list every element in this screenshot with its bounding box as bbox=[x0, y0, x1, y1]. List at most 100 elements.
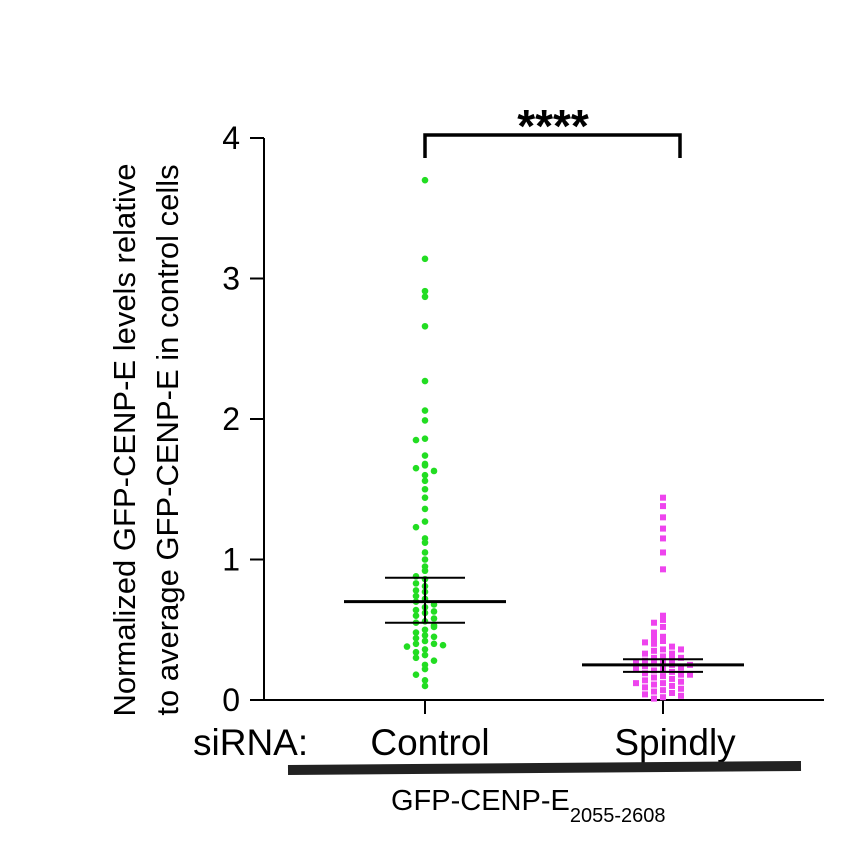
data-point-control bbox=[430, 467, 438, 475]
data-point-spindly bbox=[678, 678, 684, 685]
data-point-control bbox=[421, 682, 429, 690]
data-point-control bbox=[412, 436, 420, 444]
data-point-control bbox=[421, 407, 429, 414]
data-point-spindly bbox=[660, 616, 666, 623]
data-point-spindly bbox=[642, 650, 648, 657]
data-point-spindly bbox=[651, 674, 657, 681]
data-point-spindly bbox=[678, 692, 684, 699]
construct-label-main: GFP-CENP-E bbox=[391, 785, 570, 817]
data-point-spindly bbox=[678, 664, 684, 671]
data-point-spindly bbox=[633, 659, 639, 666]
data-point-control bbox=[421, 477, 429, 485]
data-point-control bbox=[412, 464, 420, 472]
data-point-spindly bbox=[642, 670, 648, 677]
y-tick-label: 4 bbox=[222, 120, 240, 156]
data-point-control bbox=[430, 608, 438, 615]
data-point-control bbox=[412, 523, 420, 531]
data-point-spindly bbox=[678, 654, 684, 661]
data-point-spindly bbox=[660, 680, 666, 687]
data-point-control bbox=[421, 471, 429, 479]
data-point-control bbox=[421, 176, 429, 184]
data-point-spindly bbox=[651, 640, 657, 647]
data-point-control bbox=[421, 452, 429, 459]
summary-lines bbox=[344, 576, 744, 673]
data-point-control bbox=[412, 592, 420, 600]
data-point-spindly bbox=[669, 689, 675, 696]
y-axis-title-line-1: Normalized GFP-CENP-E levels relative bbox=[107, 164, 142, 717]
data-point-control bbox=[412, 580, 420, 587]
significance-bracket bbox=[423, 133, 682, 158]
data-point-control bbox=[421, 435, 429, 442]
data-point-spindly bbox=[651, 629, 657, 636]
data-point-control bbox=[421, 556, 429, 563]
data-point-control bbox=[421, 626, 429, 634]
data-point-spindly bbox=[660, 694, 666, 701]
data-point-control bbox=[430, 633, 438, 641]
data-point-control bbox=[421, 377, 429, 385]
x-axis-prefix: siRNA: bbox=[193, 722, 308, 763]
y-tick-label: 1 bbox=[222, 542, 240, 578]
data-point-control bbox=[430, 623, 438, 631]
data-point-spindly bbox=[642, 677, 648, 684]
data-point-spindly bbox=[660, 673, 666, 680]
data-point-spindly bbox=[633, 680, 639, 687]
data-point-spindly bbox=[660, 687, 666, 694]
data-point-control bbox=[439, 641, 447, 649]
data-point-spindly bbox=[660, 503, 666, 510]
construct-label: GFP-CENP-E2055-2608 bbox=[391, 785, 666, 827]
data-point-control bbox=[421, 646, 429, 653]
data-point-control bbox=[412, 587, 420, 594]
data-point-control bbox=[421, 651, 429, 659]
data-point-spindly bbox=[660, 566, 666, 573]
data-point-control bbox=[421, 567, 429, 575]
data-point-spindly bbox=[660, 514, 666, 521]
data-point-spindly bbox=[678, 671, 684, 678]
data-point-spindly bbox=[660, 535, 666, 542]
data-point-control bbox=[421, 322, 429, 330]
data-point-control bbox=[412, 612, 420, 619]
data-point-spindly bbox=[651, 654, 657, 661]
data-point-spindly bbox=[642, 691, 648, 698]
data-point-control bbox=[421, 665, 429, 673]
data-point-spindly bbox=[660, 633, 666, 640]
data-point-spindly bbox=[651, 635, 657, 642]
data-point-control bbox=[412, 648, 420, 656]
data-point-spindly bbox=[678, 646, 684, 653]
data-point-control bbox=[421, 287, 429, 295]
data-point-control bbox=[412, 640, 420, 648]
data-point-spindly bbox=[651, 667, 657, 674]
y-axis-title-line-2: to average GFP-CENP-E in control cells bbox=[150, 164, 185, 715]
data-point-spindly bbox=[660, 612, 666, 619]
data-point-spindly bbox=[660, 637, 666, 644]
data-point-control bbox=[421, 549, 429, 556]
data-point-spindly bbox=[651, 695, 657, 702]
significance-label: **** bbox=[517, 100, 589, 152]
data-point-control bbox=[412, 606, 420, 614]
data-point-control bbox=[421, 255, 429, 263]
data-point-spindly bbox=[669, 650, 675, 657]
data-point-spindly bbox=[678, 685, 684, 692]
y-tick-label: 0 bbox=[222, 682, 240, 718]
data-point-spindly bbox=[660, 549, 666, 556]
construct-label-subscript: 2055-2608 bbox=[570, 805, 666, 827]
y-tick-label: 2 bbox=[222, 401, 240, 437]
data-point-control bbox=[421, 518, 429, 525]
y-ticks: 0 1 2 3 4 bbox=[222, 120, 264, 718]
data-point-control bbox=[430, 657, 438, 664]
data-point-control bbox=[421, 417, 429, 424]
data-point-control bbox=[430, 615, 438, 622]
data-point-control bbox=[421, 637, 429, 645]
data-point-spindly bbox=[660, 653, 666, 660]
data-point-control bbox=[421, 485, 429, 493]
data-point-spindly bbox=[669, 682, 675, 689]
data-point-control bbox=[421, 494, 429, 501]
data-point-control bbox=[430, 640, 438, 648]
data-point-control bbox=[412, 654, 420, 662]
category-label-control: Control bbox=[370, 722, 489, 763]
construct-bar bbox=[287, 761, 802, 775]
data-point-control bbox=[403, 643, 411, 650]
data-point-control bbox=[421, 539, 429, 546]
data-point-spindly bbox=[642, 657, 648, 664]
data-point-spindly bbox=[633, 666, 639, 673]
